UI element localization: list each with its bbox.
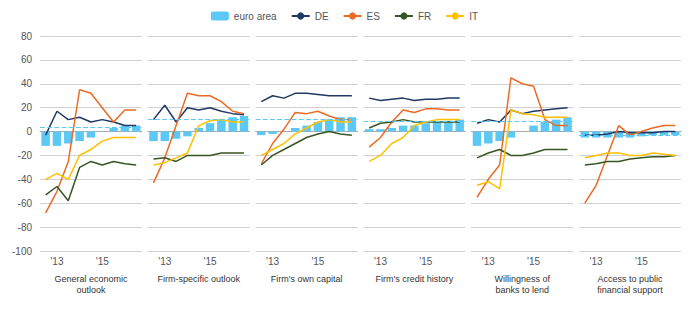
svg-text:euro area: euro area bbox=[234, 11, 277, 22]
svg-text:'15: '15 bbox=[419, 256, 432, 267]
svg-text:Access to public: Access to public bbox=[598, 274, 664, 284]
svg-text:-20: -20 bbox=[18, 150, 33, 161]
svg-text:outlook: outlook bbox=[76, 285, 106, 295]
svg-text:Firm's own capital: Firm's own capital bbox=[271, 274, 343, 284]
svg-text:-60: -60 bbox=[18, 198, 33, 209]
svg-text:-80: -80 bbox=[18, 222, 33, 233]
svg-text:0: 0 bbox=[26, 126, 32, 137]
svg-text:'13: '13 bbox=[158, 256, 171, 267]
svg-text:20: 20 bbox=[21, 102, 33, 113]
svg-text:'15: '15 bbox=[635, 256, 648, 267]
svg-text:-100: -100 bbox=[12, 246, 32, 257]
svg-text:'15: '15 bbox=[96, 256, 109, 267]
svg-text:Firm-specific outlook: Firm-specific outlook bbox=[157, 274, 240, 284]
svg-text:-40: -40 bbox=[18, 174, 33, 185]
svg-text:'13: '13 bbox=[374, 256, 387, 267]
svg-text:60: 60 bbox=[21, 54, 33, 65]
svg-text:IT: IT bbox=[469, 11, 478, 22]
svg-text:40: 40 bbox=[21, 78, 33, 89]
svg-text:Firm's credit history: Firm's credit history bbox=[376, 274, 454, 284]
svg-text:'15: '15 bbox=[204, 256, 217, 267]
svg-text:'13: '13 bbox=[590, 256, 603, 267]
svg-text:'15: '15 bbox=[311, 256, 324, 267]
svg-text:'13: '13 bbox=[482, 256, 495, 267]
svg-text:financial support: financial support bbox=[597, 285, 663, 295]
svg-text:DE: DE bbox=[315, 11, 329, 22]
svg-text:banks to lend: banks to lend bbox=[495, 285, 549, 295]
svg-text:ES: ES bbox=[367, 11, 381, 22]
svg-text:Willingness of: Willingness of bbox=[494, 274, 550, 284]
svg-text:80: 80 bbox=[21, 31, 33, 42]
svg-text:'13: '13 bbox=[266, 256, 279, 267]
svg-text:General economic: General economic bbox=[54, 274, 128, 284]
svg-text:'13: '13 bbox=[50, 256, 63, 267]
svg-text:'15: '15 bbox=[527, 256, 540, 267]
svg-text:FR: FR bbox=[418, 11, 431, 22]
